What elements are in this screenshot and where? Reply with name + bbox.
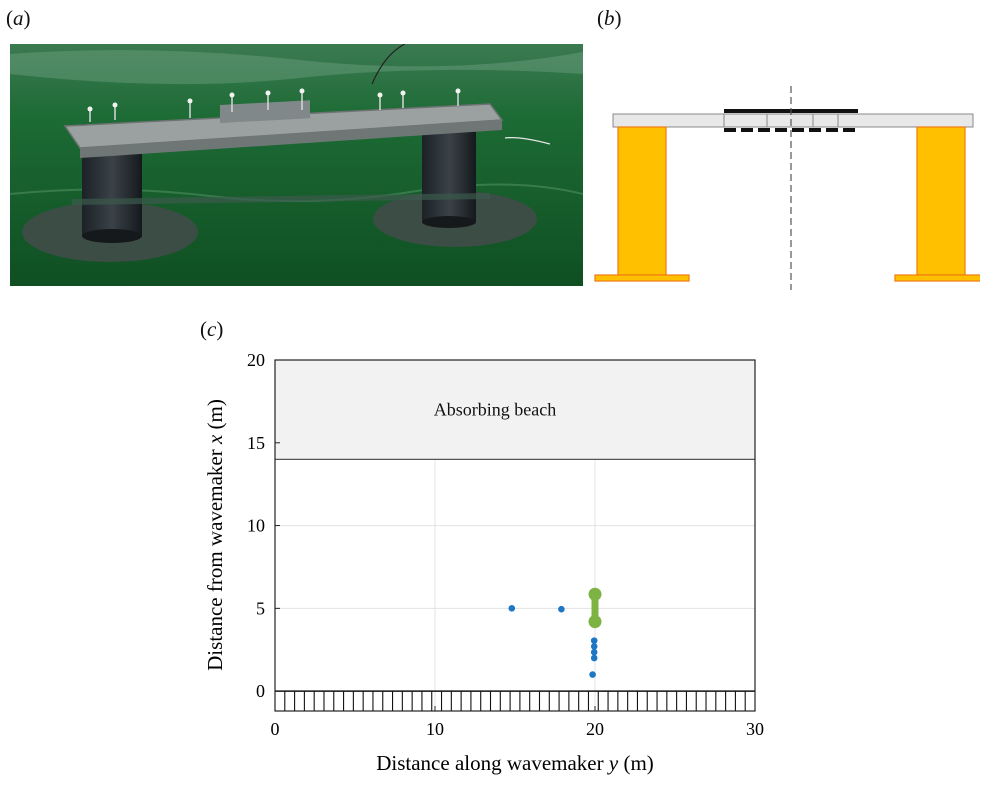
- panel-label-a: (a): [6, 6, 31, 30]
- y-tick-label: 15: [247, 433, 265, 453]
- y-tick-label: 10: [247, 516, 265, 536]
- right-footing: [894, 274, 980, 282]
- wavemaker: [275, 690, 755, 711]
- plot-frame: [274, 359, 756, 712]
- cable: [504, 136, 551, 145]
- model-position: [588, 587, 602, 629]
- waterline: [71, 193, 491, 205]
- x-axis-label: Distance along wavemaker y (m): [376, 751, 654, 775]
- cable: [371, 44, 406, 85]
- x-ticks: 0 10 20 30: [271, 706, 764, 739]
- wave-gauge-point: [590, 643, 598, 650]
- wave-gauge-point: [590, 654, 598, 662]
- y-tick-label: 5: [256, 598, 265, 618]
- basin-photo: [10, 44, 583, 286]
- structure-schematic: [594, 86, 980, 290]
- y-tick-label: 0: [256, 681, 265, 701]
- wave-gauges: [508, 605, 598, 678]
- panel-label-c: (c): [200, 317, 224, 341]
- sensor-poles: [89, 92, 459, 122]
- right-column: [422, 124, 476, 222]
- y-tick-label: 20: [247, 350, 265, 370]
- water-reflection: [10, 50, 583, 85]
- x-tick-label: 10: [426, 719, 444, 739]
- deck-beam: [612, 113, 974, 128]
- absorbing-beach: [275, 360, 755, 460]
- model-end-marker: [588, 615, 602, 629]
- deck-module: [220, 100, 310, 123]
- left-footing: [594, 274, 690, 282]
- y-ticks: 0 5 10 15 20: [247, 350, 280, 701]
- y-axis-label: Distance from wavemaker x (m): [203, 399, 227, 671]
- basin-layout-chart: Absorbing beach 0 10 20 30 0 5 10 15 20 Distanc…: [203, 350, 764, 775]
- x-tick-label: 30: [746, 719, 764, 739]
- wave-gauge-point: [590, 648, 598, 656]
- right-pillar: [916, 126, 966, 276]
- sensor-markers: [87, 88, 461, 112]
- wave-gauge-point: [590, 637, 598, 644]
- x-tick-label: 0: [271, 719, 280, 739]
- wave-gauge-point: [558, 605, 565, 613]
- right-column-bottom: [422, 216, 476, 228]
- x-tick-label: 20: [586, 719, 604, 739]
- panel-label-b: (b): [597, 6, 622, 30]
- beach-label: Absorbing beach: [434, 400, 556, 420]
- left-column-bottom: [82, 229, 142, 243]
- model-end-marker: [588, 587, 602, 601]
- left-pillar: [617, 126, 667, 276]
- wave-gauge-point: [508, 605, 516, 612]
- wave-gauge-point: [589, 671, 596, 678]
- deck-edge: [80, 120, 502, 158]
